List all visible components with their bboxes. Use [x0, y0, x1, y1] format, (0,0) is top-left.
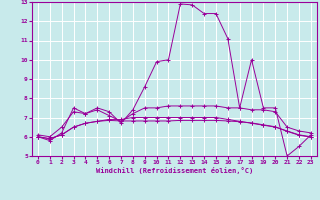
X-axis label: Windchill (Refroidissement éolien,°C): Windchill (Refroidissement éolien,°C) — [96, 167, 253, 174]
